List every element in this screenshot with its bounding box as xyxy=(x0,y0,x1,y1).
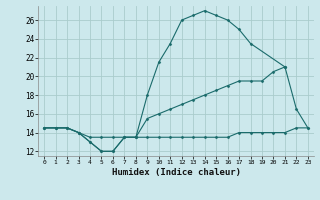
X-axis label: Humidex (Indice chaleur): Humidex (Indice chaleur) xyxy=(111,168,241,177)
